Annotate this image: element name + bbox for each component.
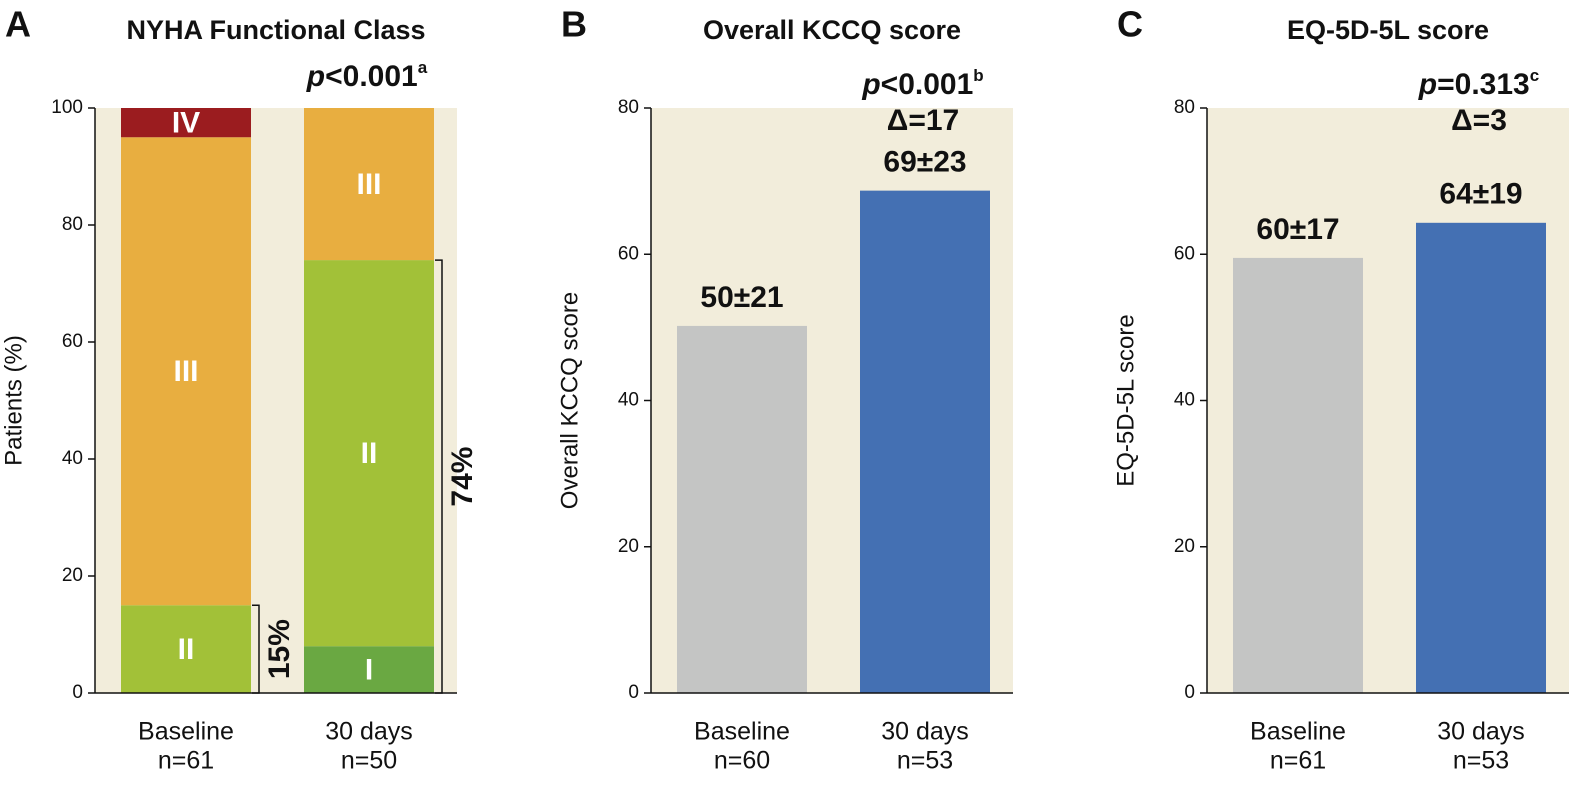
bracket-label: 15% [263, 619, 296, 679]
x-tick-label: 30 days [881, 718, 969, 746]
n-label: n=53 [897, 747, 953, 775]
bar-segment [304, 260, 434, 647]
y-tick-label: 60 [62, 331, 83, 352]
bar [1233, 257, 1363, 693]
delta-label: Δ=3 [1451, 104, 1507, 137]
segment-label: IV [172, 107, 200, 140]
segment-label: III [173, 355, 198, 388]
y-axis-label: Patients (%) [0, 335, 27, 466]
delta-label: Δ=17 [887, 104, 959, 137]
panel-letter: A [5, 4, 31, 45]
y-tick-label: 20 [62, 565, 83, 586]
p-value: p=0.313c [1418, 66, 1539, 100]
value-label: 50±21 [700, 281, 783, 314]
p-value: p<0.001b [861, 66, 983, 100]
n-label: n=61 [1270, 747, 1326, 775]
bar [677, 325, 807, 693]
y-tick-label: 0 [1184, 682, 1195, 703]
y-tick-label: 100 [51, 97, 83, 118]
value-label: 64±19 [1439, 178, 1522, 211]
n-label: n=50 [341, 747, 397, 775]
segment-label: II [178, 633, 195, 666]
p-text: =0.313 [1437, 68, 1530, 101]
bar-segment [304, 646, 434, 693]
segment-label: III [356, 168, 381, 201]
y-tick-label: 80 [62, 214, 83, 235]
segment-label: I [365, 654, 373, 687]
y-tick-label: 60 [1174, 243, 1195, 264]
value-label: 60±17 [1256, 213, 1339, 246]
p-superscript: b [973, 66, 983, 85]
x-tick-label: Baseline [694, 718, 790, 746]
p-superscript: a [418, 58, 428, 77]
y-tick-label: 80 [1174, 97, 1195, 118]
n-label: n=60 [714, 747, 770, 775]
x-tick-label: 30 days [325, 718, 413, 746]
y-axis-label: EQ-5D-5L score [1112, 314, 1139, 487]
p-symbol: p [861, 68, 880, 101]
x-tick-label: Baseline [1250, 718, 1346, 746]
p-text: <0.001 [881, 68, 974, 101]
y-tick-label: 20 [1174, 536, 1195, 557]
y-tick-label: 40 [618, 390, 639, 411]
y-tick-label: 0 [72, 682, 83, 703]
n-label: n=53 [1453, 747, 1509, 775]
chart-title: EQ-5D-5L score [1287, 15, 1489, 45]
bar-segment [121, 605, 251, 693]
panel-letter: C [1117, 4, 1143, 45]
bar [1416, 222, 1546, 693]
p-symbol: p [306, 60, 325, 93]
panel-letter: B [561, 4, 587, 45]
p-text: <0.001 [325, 60, 418, 93]
p-superscript: c [1530, 66, 1539, 85]
y-tick-label: 60 [618, 243, 639, 264]
y-axis-label: Overall KCCQ score [556, 292, 583, 509]
bar-segment [121, 108, 251, 138]
bar [860, 190, 990, 693]
bar-segment [304, 108, 434, 261]
y-tick-label: 0 [628, 682, 639, 703]
chart-title: Overall KCCQ score [703, 15, 961, 45]
p-value: p<0.001a [306, 58, 428, 92]
y-tick-label: 40 [1174, 390, 1195, 411]
bracket-label: 74% [446, 447, 479, 507]
p-symbol: p [1418, 68, 1437, 101]
n-label: n=61 [158, 747, 214, 775]
y-tick-label: 20 [618, 536, 639, 557]
chart-title: NYHA Functional Class [126, 15, 425, 45]
y-tick-label: 80 [618, 97, 639, 118]
segment-label: II [361, 437, 378, 470]
y-tick-label: 40 [62, 448, 83, 469]
x-tick-label: 30 days [1437, 718, 1525, 746]
value-label: 69±23 [883, 146, 966, 179]
x-tick-label: Baseline [138, 718, 234, 746]
bar-segment [121, 137, 251, 606]
